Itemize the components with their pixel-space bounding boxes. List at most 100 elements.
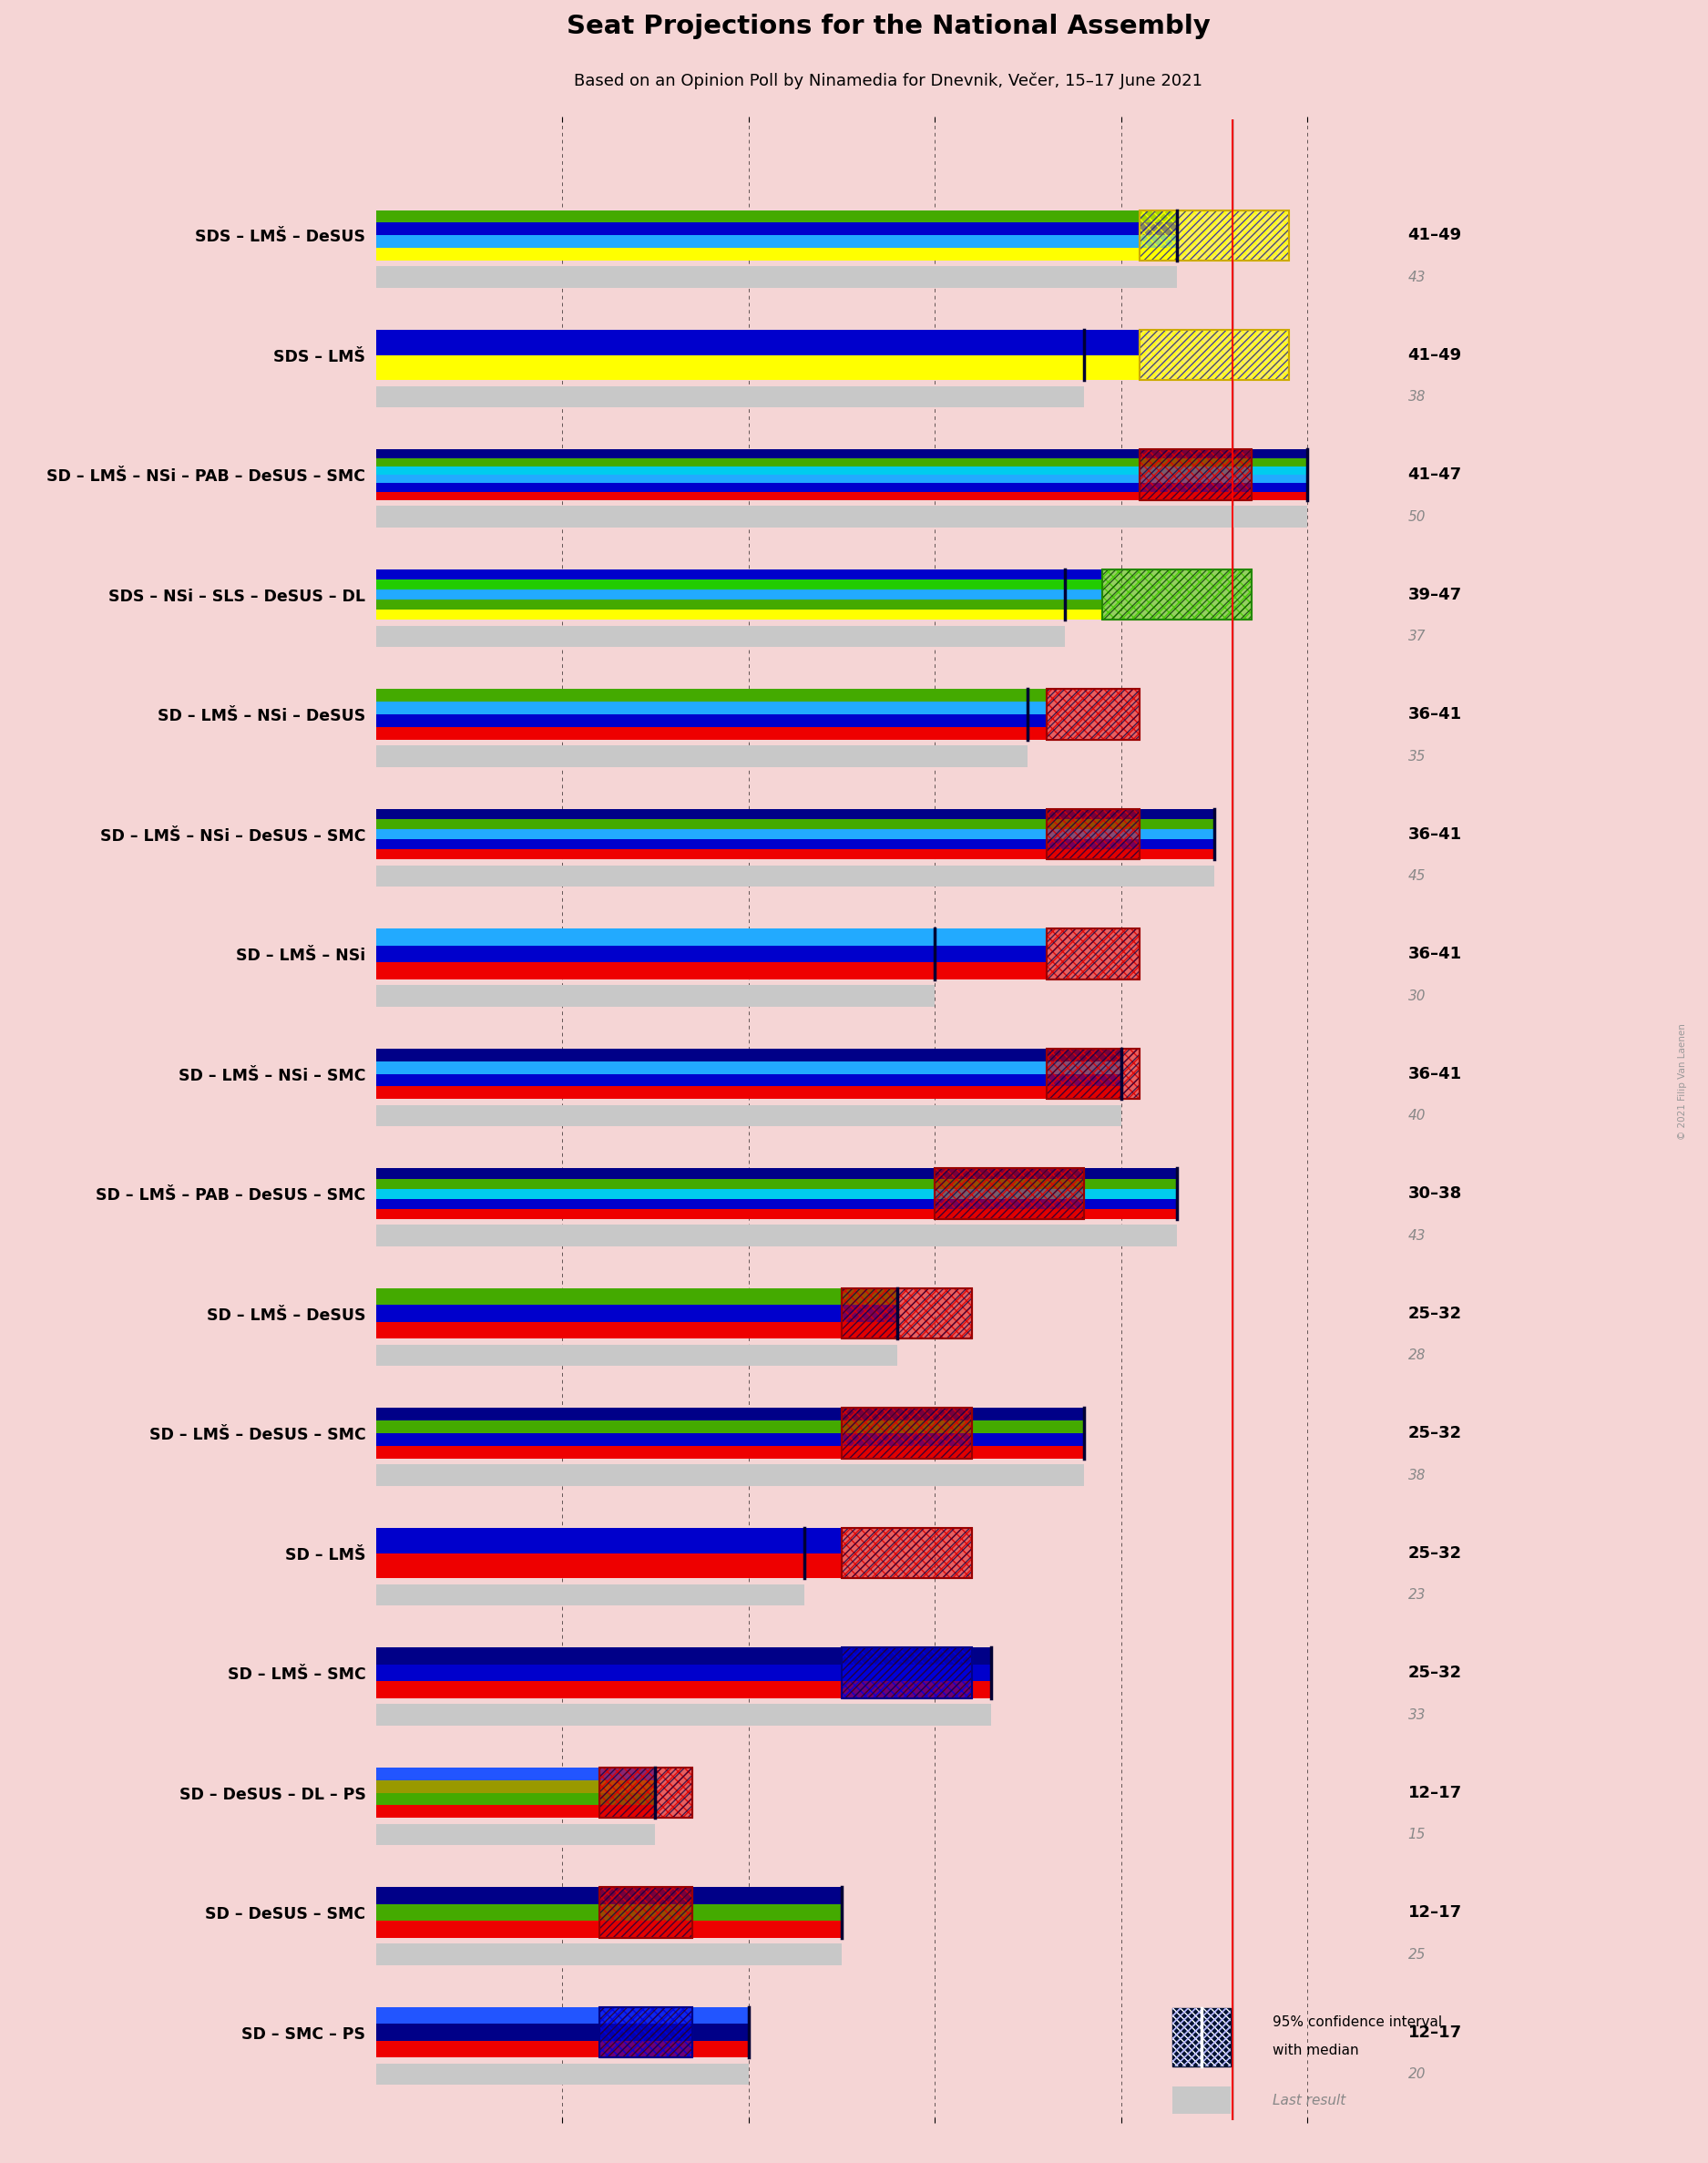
Bar xyxy=(1139,828,1214,839)
Bar xyxy=(842,1527,972,1579)
Bar xyxy=(376,1681,991,1698)
Bar xyxy=(1139,450,1252,500)
Bar xyxy=(376,1105,1120,1127)
Bar xyxy=(1085,1209,1177,1218)
Text: Seat Projections for the National Assembly: Seat Projections for the National Assemb… xyxy=(567,13,1209,39)
Bar xyxy=(376,1666,991,1681)
Bar xyxy=(376,1322,897,1339)
Bar xyxy=(842,1648,972,1698)
Bar xyxy=(376,1527,842,1553)
Bar xyxy=(1139,210,1290,260)
Bar xyxy=(376,945,1047,963)
Bar xyxy=(376,599,1102,610)
Text: 25–32: 25–32 xyxy=(1407,1666,1462,1681)
Text: 50: 50 xyxy=(1407,510,1426,523)
Bar xyxy=(376,482,1307,491)
Text: 12–17: 12–17 xyxy=(1407,2025,1462,2040)
Bar xyxy=(600,2007,692,2057)
Bar xyxy=(376,1921,842,1938)
Bar xyxy=(1047,690,1139,740)
Bar xyxy=(376,1793,656,1806)
Bar xyxy=(376,2025,748,2040)
Bar xyxy=(376,1780,656,1793)
Text: 25–32: 25–32 xyxy=(1407,1425,1462,1441)
Bar xyxy=(376,928,1047,945)
Bar xyxy=(842,1408,972,1458)
Bar xyxy=(842,1289,972,1339)
Bar xyxy=(1102,569,1252,621)
Bar xyxy=(376,459,1307,467)
Text: 30: 30 xyxy=(1407,988,1426,1004)
Bar xyxy=(600,1888,692,1938)
Bar xyxy=(842,1527,972,1579)
Bar xyxy=(1172,2007,1231,2068)
Bar xyxy=(376,1190,1177,1198)
Bar xyxy=(842,1408,972,1458)
Bar xyxy=(1047,809,1139,859)
Bar xyxy=(1252,491,1307,500)
Text: Last result: Last result xyxy=(1272,2094,1346,2107)
Bar xyxy=(376,1198,1177,1209)
Text: 23: 23 xyxy=(1407,1588,1426,1603)
Bar xyxy=(1047,928,1139,980)
Bar xyxy=(842,1408,972,1458)
Bar xyxy=(1139,450,1252,500)
Bar xyxy=(692,2025,748,2040)
Bar xyxy=(376,266,1177,288)
Bar xyxy=(1047,928,1139,980)
Text: 95% confidence interval: 95% confidence interval xyxy=(1272,2016,1442,2029)
Bar xyxy=(376,1445,1085,1458)
Bar xyxy=(376,1823,656,1845)
Bar xyxy=(972,1421,1085,1434)
Bar xyxy=(1139,820,1214,828)
Bar xyxy=(934,1168,1085,1218)
Bar xyxy=(376,450,1307,459)
Bar xyxy=(376,249,1177,260)
Bar xyxy=(376,355,1139,381)
Text: 30–38: 30–38 xyxy=(1407,1185,1462,1203)
Text: 36–41: 36–41 xyxy=(1407,945,1462,963)
Bar xyxy=(376,1767,656,1780)
Bar xyxy=(376,387,1085,407)
Text: 37: 37 xyxy=(1407,629,1426,642)
Bar xyxy=(376,1062,1120,1073)
Bar xyxy=(1102,569,1252,621)
Bar xyxy=(376,714,1047,727)
Bar xyxy=(692,2007,748,2025)
Bar xyxy=(376,1945,842,1966)
Bar xyxy=(972,1434,1085,1445)
Bar xyxy=(842,1527,972,1579)
Text: 38: 38 xyxy=(1407,389,1426,404)
Bar xyxy=(376,2040,748,2057)
Text: 41–47: 41–47 xyxy=(1407,467,1462,482)
Bar xyxy=(376,625,1066,647)
Bar xyxy=(376,701,1047,714)
Bar xyxy=(842,1527,972,1579)
Bar xyxy=(376,963,1047,980)
Bar xyxy=(1139,450,1252,500)
Bar xyxy=(1047,1049,1139,1099)
Bar xyxy=(376,1304,897,1322)
Bar xyxy=(972,1648,991,1666)
Bar xyxy=(1252,482,1307,491)
Bar xyxy=(376,569,1102,580)
Bar xyxy=(376,1464,1085,1486)
Bar xyxy=(376,839,1214,850)
Bar xyxy=(376,610,1102,621)
Bar xyxy=(376,1583,804,1605)
Bar xyxy=(842,1289,972,1339)
Bar xyxy=(376,1209,1177,1218)
Text: 41–49: 41–49 xyxy=(1407,346,1462,363)
Bar xyxy=(692,1903,842,1921)
Bar xyxy=(600,1767,692,1817)
Bar xyxy=(1139,210,1290,260)
Bar xyxy=(1047,690,1139,740)
Bar xyxy=(1252,476,1307,482)
Bar xyxy=(1139,850,1214,859)
Bar xyxy=(376,2007,748,2025)
Text: 39–47: 39–47 xyxy=(1407,586,1462,603)
Bar xyxy=(376,1408,1085,1421)
Text: 33: 33 xyxy=(1407,1709,1426,1722)
Bar xyxy=(842,1408,972,1458)
Bar xyxy=(692,2040,748,2057)
